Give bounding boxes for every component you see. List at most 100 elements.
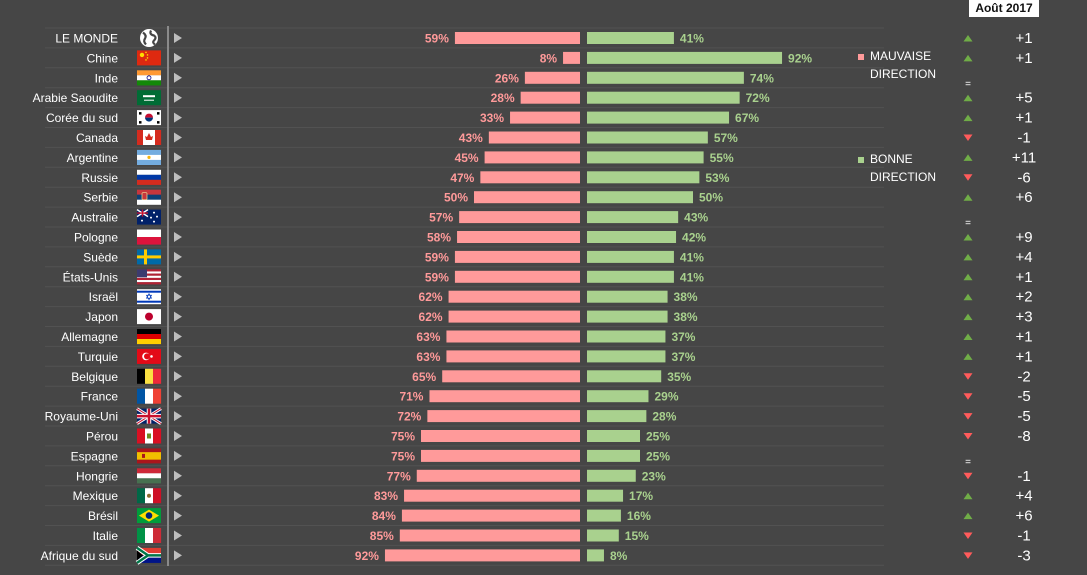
good-direction-bar	[587, 211, 679, 224]
change-value: -1	[1017, 130, 1030, 147]
country-label: Espagne	[71, 449, 119, 463]
change-value: =	[965, 79, 971, 90]
bad-direction-value: 83%	[374, 489, 398, 503]
country-label: États-Unis	[63, 269, 118, 284]
france-flag-icon	[137, 388, 162, 404]
legend-good-line1: BONNE	[870, 152, 913, 166]
good-direction-bar	[587, 71, 744, 84]
country-label: Turquie	[78, 350, 119, 364]
good-direction-value: 37%	[671, 330, 695, 344]
bad-direction-value: 75%	[391, 430, 415, 444]
trend-up-icon	[963, 234, 973, 241]
israel-flag-icon	[137, 289, 161, 305]
bad-direction-value: 63%	[416, 330, 440, 344]
play-arrow-icon	[174, 232, 182, 242]
country-label: Israël	[89, 290, 118, 304]
country-label: Hongrie	[76, 469, 118, 483]
country-label: France	[81, 390, 119, 404]
legend-good-swatch	[858, 157, 864, 163]
change-value: -1	[1017, 468, 1030, 485]
good-direction-bar	[587, 410, 647, 423]
date-label: Août 2017	[969, 0, 1039, 17]
good-direction-value: 38%	[674, 290, 698, 304]
bad-direction-bar	[427, 410, 580, 423]
play-arrow-icon	[174, 351, 182, 362]
good-direction-value: 41%	[680, 270, 704, 284]
good-direction-bar	[587, 330, 666, 343]
trend-up-icon	[963, 54, 973, 62]
change-value: -5	[1017, 388, 1030, 405]
trend-up-icon	[963, 313, 973, 321]
play-arrow-icon	[174, 192, 182, 203]
country-label: Belgique	[71, 370, 118, 384]
legend-bad-line1: MAUVAISE	[870, 49, 932, 63]
good-direction-value: 67%	[735, 111, 759, 125]
bad-direction-value: 62%	[419, 310, 443, 324]
bad-direction-bar	[448, 290, 580, 303]
trend-up-icon	[963, 333, 973, 340]
good-direction-value: 28%	[652, 410, 676, 424]
bad-direction-value: 33%	[480, 111, 504, 125]
play-arrow-icon	[174, 391, 182, 402]
play-arrow-icon	[174, 530, 182, 541]
play-arrow-icon	[174, 212, 182, 223]
bad-direction-value: 59%	[425, 270, 449, 284]
play-arrow-icon	[174, 550, 182, 561]
good-direction-value: 57%	[714, 131, 738, 145]
southafrica-flag-icon	[135, 546, 161, 565]
legend-bad-swatch	[858, 54, 864, 60]
change-value: -3	[1017, 547, 1030, 564]
change-value: +4	[1015, 249, 1032, 266]
bad-direction-value: 28%	[491, 91, 515, 105]
good-direction-value: 74%	[750, 71, 774, 85]
good-direction-bar	[587, 91, 740, 104]
bad-direction-bar	[480, 171, 580, 184]
serbia-flag-icon	[137, 189, 161, 205]
play-arrow-icon	[174, 291, 182, 302]
good-direction-value: 41%	[680, 32, 704, 46]
trend-down-icon	[963, 552, 973, 559]
change-value: -8	[1017, 428, 1030, 445]
play-arrow-icon	[174, 411, 182, 422]
country-label: Australie	[71, 211, 118, 225]
bad-direction-value: 47%	[450, 171, 474, 185]
good-direction-value: 92%	[788, 51, 812, 65]
good-direction-bar	[587, 350, 666, 363]
change-value: +1	[1015, 348, 1032, 365]
bad-direction-bar	[524, 71, 580, 84]
germany-flag-icon	[137, 329, 161, 345]
trend-down-icon	[963, 433, 973, 440]
change-value: +6	[1015, 508, 1032, 525]
change-value: +1	[1015, 269, 1032, 286]
country-label: Argentine	[67, 151, 119, 165]
change-value: -1	[1017, 528, 1030, 545]
bad-direction-value: 65%	[412, 370, 436, 384]
country-label: LE MONDE	[55, 32, 118, 46]
change-value: -6	[1017, 169, 1030, 186]
trend-up-icon	[963, 273, 973, 281]
bad-direction-bar	[401, 509, 580, 522]
play-arrow-icon	[174, 331, 182, 342]
poland-flag-icon	[137, 229, 161, 245]
play-arrow-icon	[174, 371, 182, 382]
legend-good-line2: DIRECTION	[870, 170, 936, 184]
good-direction-bar	[587, 250, 674, 263]
bad-direction-value: 45%	[455, 151, 479, 165]
bad-direction-bar	[399, 529, 580, 542]
good-direction-value: 29%	[654, 390, 678, 404]
play-arrow-icon	[174, 510, 182, 521]
good-direction-value: 42%	[682, 231, 706, 245]
trend-up-icon	[963, 35, 973, 42]
trend-up-icon	[963, 194, 973, 201]
good-direction-bar	[587, 231, 677, 243]
good-direction-value: 38%	[674, 310, 698, 324]
bad-direction-bar	[454, 270, 580, 283]
country-label: Mexique	[73, 489, 119, 503]
trend-up-icon	[963, 154, 973, 161]
play-arrow-icon	[174, 490, 182, 501]
trend-down-icon	[963, 472, 973, 480]
change-value: +5	[1015, 90, 1032, 107]
good-direction-value: 23%	[642, 469, 666, 483]
play-arrow-icon	[174, 152, 182, 163]
change-value: +1	[1015, 50, 1032, 67]
